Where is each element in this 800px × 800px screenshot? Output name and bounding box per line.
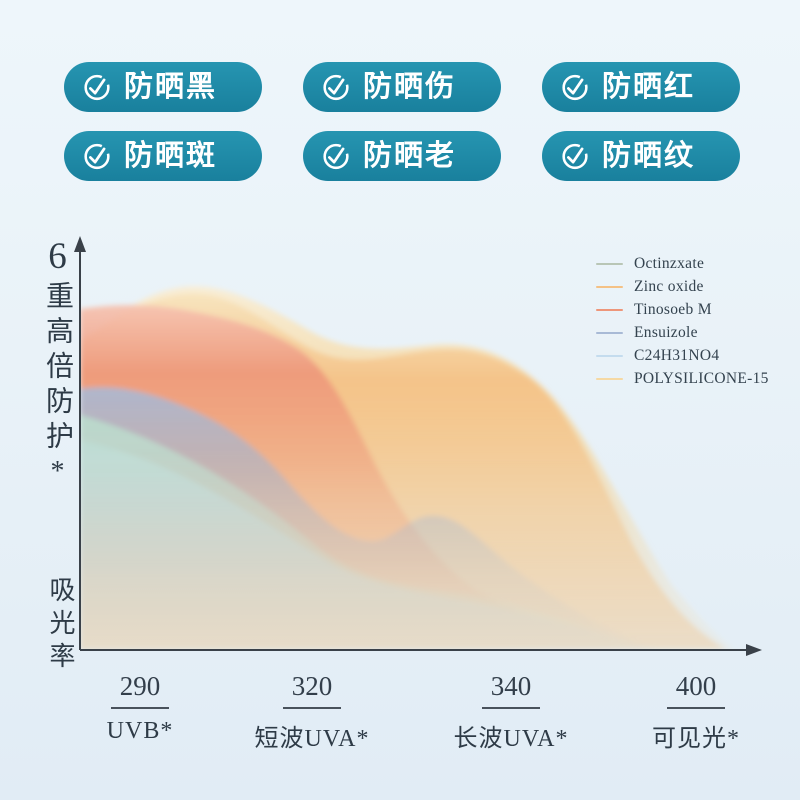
badge-label: 防晒老 <box>363 139 457 172</box>
x-tick-290: 290 UVB* <box>45 671 235 745</box>
y-axis-title-number: 6 <box>37 236 78 281</box>
legend-label: C24H31NO4 <box>634 347 720 365</box>
legend-item: C24H31NO4 <box>596 345 769 367</box>
legend-label: POLYSILICONE-15 <box>634 370 769 388</box>
x-tick-label: 可见光* <box>652 725 740 752</box>
y-axis-title: 6重高倍防护* <box>37 236 78 494</box>
legend-swatch <box>596 286 623 288</box>
check-circle-icon <box>562 74 588 101</box>
legend-item: Zinc oxide <box>596 276 769 298</box>
badge-anti-redness: 防晒红 <box>542 62 740 112</box>
legend-label: Octinzxate <box>634 255 705 273</box>
x-tick-value: 320 <box>282 671 342 709</box>
axes <box>79 250 748 651</box>
y-axis-label: 吸光率 <box>46 576 75 675</box>
check-circle-icon <box>84 74 110 101</box>
badge-anti-aging: 防晒老 <box>303 131 501 181</box>
badge-anti-sunburn: 防晒伤 <box>303 62 501 112</box>
x-tick-value: 400 <box>666 671 726 709</box>
x-tick-label: UVB* <box>106 717 174 744</box>
y-axis-arrow-icon <box>74 236 86 252</box>
legend-swatch <box>596 355 623 357</box>
badge-label: 防晒黑 <box>124 70 218 103</box>
badge-label: 防晒纹 <box>602 139 696 172</box>
check-circle-icon <box>323 143 349 170</box>
badge-label: 防晒红 <box>602 70 696 103</box>
check-circle-icon <box>84 143 110 170</box>
x-tick-value: 290 <box>110 671 170 709</box>
legend-label: Tinosoeb M <box>634 301 712 319</box>
series-area-octinzxate <box>80 415 668 650</box>
legend-item: Tinosoeb M <box>596 299 769 321</box>
check-circle-icon <box>323 74 349 101</box>
badge-anti-tanning: 防晒黑 <box>64 62 262 112</box>
y-axis-title-text: 重高倍防护* <box>42 281 73 494</box>
badge-label: 防晒伤 <box>363 70 457 103</box>
legend-item: Octinzxate <box>596 253 769 275</box>
legend-swatch <box>596 263 623 265</box>
legend-item: POLYSILICONE-15 <box>596 368 769 390</box>
x-tick-400: 400 可见光* <box>601 671 791 753</box>
check-circle-icon <box>562 143 588 170</box>
badge-anti-spots: 防晒斑 <box>64 131 262 181</box>
badge-label: 防晒斑 <box>124 139 218 172</box>
legend-label: Ensuizole <box>634 324 698 342</box>
legend-swatch <box>596 378 623 380</box>
x-tick-label: 短波UVA* <box>254 725 370 752</box>
legend-swatch <box>596 332 623 334</box>
x-tick-340: 340 长波UVA* <box>416 671 606 753</box>
legend-label: Zinc oxide <box>634 278 704 296</box>
x-tick-label: 长波UVA* <box>453 725 569 752</box>
badge-anti-wrinkles: 防晒纹 <box>542 131 740 181</box>
legend-item: Ensuizole <box>596 322 769 344</box>
legend-swatch <box>596 309 623 311</box>
x-axis-arrow-icon <box>746 644 762 656</box>
chart-legend: Octinzxate Zinc oxide Tinosoeb M Ensuizo… <box>596 253 769 391</box>
x-tick-320: 320 短波UVA* <box>217 671 407 753</box>
x-tick-value: 340 <box>481 671 541 709</box>
